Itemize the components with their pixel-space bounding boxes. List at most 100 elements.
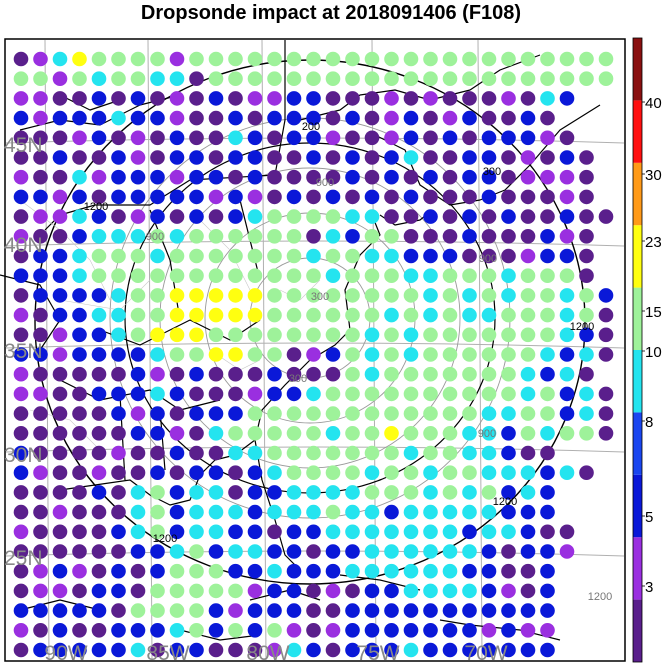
impact-dot xyxy=(345,71,360,86)
impact-dot xyxy=(423,110,438,126)
impact-dot xyxy=(33,485,48,500)
impact-dot xyxy=(462,268,477,284)
impact-dot xyxy=(403,110,419,126)
impact-dot xyxy=(423,603,438,618)
impact-dot xyxy=(208,71,224,86)
latitude-labels: 45N 40N 35N 30N 25N xyxy=(4,134,43,570)
impact-dot xyxy=(91,544,107,559)
impact-dot xyxy=(130,485,146,500)
impact-dot xyxy=(13,189,29,205)
impact-dot xyxy=(286,642,302,658)
impact-dot xyxy=(501,347,516,362)
impact-dot xyxy=(52,248,68,264)
impact-dot xyxy=(33,386,48,402)
impact-dot xyxy=(403,524,419,540)
impact-dot xyxy=(150,189,165,205)
impact-dot xyxy=(33,465,48,481)
impact-dot xyxy=(501,386,516,402)
impact-dot xyxy=(150,524,165,540)
impact-dot xyxy=(247,347,263,362)
impact-dot xyxy=(169,426,185,441)
impact-dot xyxy=(91,91,107,106)
impact-dot xyxy=(91,327,107,343)
impact-dot xyxy=(189,504,204,520)
impact-dot xyxy=(228,169,243,185)
impact-dot xyxy=(481,209,497,224)
impact-dot xyxy=(598,51,614,67)
impact-dot xyxy=(111,583,126,599)
impact-dot xyxy=(91,386,107,402)
impact-dot xyxy=(91,465,107,481)
impact-dot xyxy=(501,189,516,205)
longitude-label: 90W xyxy=(44,642,87,664)
impact-dot xyxy=(345,169,360,185)
impact-dot xyxy=(442,386,458,402)
impact-dot xyxy=(403,445,419,461)
impact-dot xyxy=(403,406,419,421)
impact-dot xyxy=(384,307,399,323)
impact-dot xyxy=(228,288,243,303)
impact-dot xyxy=(247,465,263,481)
impact-dot xyxy=(208,485,224,500)
impact-dot xyxy=(52,563,68,579)
impact-dot xyxy=(267,229,282,244)
impact-dot xyxy=(442,485,458,500)
impact-dot xyxy=(13,485,29,500)
impact-dot xyxy=(384,465,399,481)
impact-dot xyxy=(325,150,341,165)
impact-dot xyxy=(208,623,224,638)
impact-dot xyxy=(442,504,458,520)
impact-dot xyxy=(579,288,594,303)
impact-dot xyxy=(91,229,107,244)
impact-dot xyxy=(423,563,438,579)
impact-dot xyxy=(91,130,107,146)
impact-dot xyxy=(169,347,185,362)
impact-dot xyxy=(501,327,516,343)
impact-dot xyxy=(540,248,555,264)
impact-dot xyxy=(540,209,555,224)
impact-dot xyxy=(228,445,243,461)
impact-dot xyxy=(364,485,380,500)
impact-dot xyxy=(13,524,29,540)
impact-dot xyxy=(364,51,380,67)
impact-dot xyxy=(540,426,555,441)
impact-dot xyxy=(423,169,438,185)
impact-dot xyxy=(111,327,126,343)
impact-dot xyxy=(520,150,536,165)
impact-dot xyxy=(130,130,146,146)
impact-dot xyxy=(150,504,165,520)
impact-dot xyxy=(13,229,29,244)
impact-dot xyxy=(267,110,282,126)
impact-dot xyxy=(579,327,594,343)
impact-dot xyxy=(91,150,107,165)
impact-dot xyxy=(208,288,224,303)
impact-dot xyxy=(33,445,48,461)
impact-dot xyxy=(169,406,185,421)
impact-dot xyxy=(208,327,224,343)
impact-dot xyxy=(481,544,497,559)
impact-dot xyxy=(462,209,477,224)
contour-label: 900 xyxy=(146,231,164,243)
impact-dot xyxy=(13,426,29,441)
impact-dot xyxy=(442,268,458,284)
impact-dot xyxy=(462,150,477,165)
impact-dot xyxy=(72,307,87,323)
impact-dot xyxy=(228,327,243,343)
impact-dot xyxy=(52,91,68,106)
impact-dot xyxy=(111,642,126,658)
impact-dot xyxy=(52,209,68,224)
impact-dot xyxy=(150,583,165,599)
impact-dot xyxy=(423,189,438,205)
impact-dot xyxy=(52,623,68,638)
impact-dot xyxy=(306,386,321,402)
impact-dot xyxy=(501,366,516,382)
impact-dot xyxy=(111,288,126,303)
impact-dot xyxy=(189,642,204,658)
impact-dot xyxy=(91,524,107,540)
coast-border-line xyxy=(59,94,121,111)
impact-dot xyxy=(540,51,555,67)
impact-dot xyxy=(481,426,497,441)
colorbar-frame xyxy=(632,37,643,663)
impact-dot xyxy=(208,563,224,579)
impact-dot xyxy=(72,71,87,86)
